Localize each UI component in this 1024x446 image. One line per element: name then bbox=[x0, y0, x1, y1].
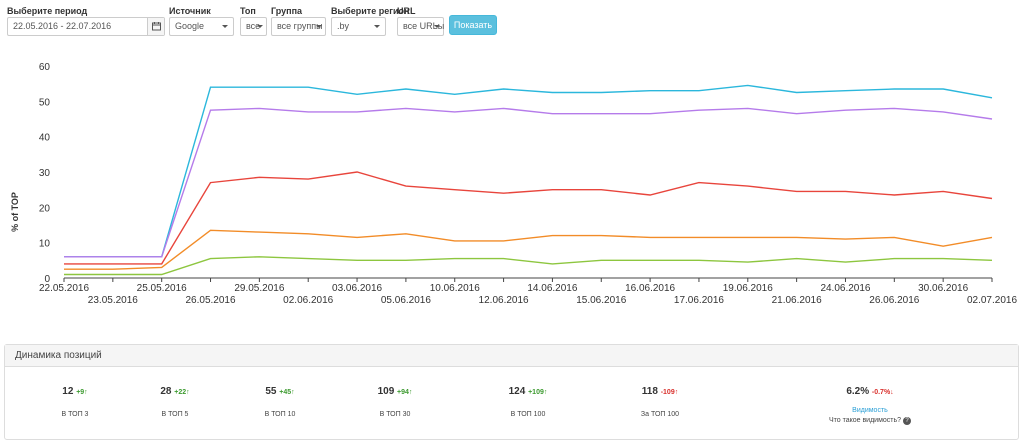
stat-item: 12 +9↑ bbox=[15, 385, 135, 397]
x-tick-label: 15.06.2016 bbox=[576, 295, 626, 306]
x-tick-label: 03.06.2016 bbox=[332, 283, 382, 294]
x-tick-label: 02.07.2016 bbox=[967, 295, 1017, 306]
region-select[interactable]: .by bbox=[331, 17, 386, 36]
x-tick-label: 24.06.2016 bbox=[820, 283, 870, 294]
stat-item: 55 +45↑ bbox=[220, 385, 340, 397]
stat-delta: +109↑ bbox=[528, 389, 548, 396]
x-tick-label: 17.06.2016 bbox=[674, 295, 724, 306]
panel-title: Динамика позиций bbox=[5, 345, 1018, 367]
chevron-down-icon bbox=[222, 25, 228, 28]
chevron-down-icon bbox=[434, 25, 440, 28]
y-axis-label: % of TOP bbox=[10, 192, 20, 232]
region-value: .by bbox=[337, 21, 350, 31]
y-tick-label: 60 bbox=[39, 62, 51, 73]
stat-label: В ТОП 30 bbox=[379, 411, 411, 418]
visibility-question-text: Что такое видимость? bbox=[828, 417, 902, 424]
stat-value: 109 bbox=[377, 386, 398, 397]
question-icon[interactable]: ? bbox=[903, 417, 912, 425]
chevron-down-icon bbox=[257, 25, 263, 28]
x-tick-label: 30.06.2016 bbox=[918, 283, 968, 294]
visibility-question[interactable]: Что такое видимость?? bbox=[810, 417, 930, 425]
x-tick-label: 29.05.2016 bbox=[234, 283, 284, 294]
series-line-3 bbox=[64, 171, 993, 265]
y-tick-label: 0 bbox=[44, 274, 50, 285]
x-tick-label: 21.06.2016 bbox=[772, 295, 822, 306]
stat-value: 12 bbox=[62, 386, 77, 397]
top-label: Топ bbox=[240, 6, 256, 16]
top-value: все bbox=[246, 21, 261, 31]
region-label: Выберите регион bbox=[331, 6, 410, 16]
period-input[interactable]: 22.05.2016 - 22.07.2016 bbox=[7, 17, 165, 36]
series-line-1 bbox=[64, 84, 993, 258]
visibility-link[interactable]: Видимость bbox=[852, 407, 888, 414]
series-line-2 bbox=[64, 107, 993, 258]
stat-item: 109 +94↑ bbox=[335, 385, 455, 397]
stat-item: 124 +109↑ bbox=[468, 385, 588, 397]
x-tick-label: 10.06.2016 bbox=[430, 283, 480, 294]
stat-item: 6.2% -0.7%↓ bbox=[810, 385, 930, 397]
y-axis: 0 10 20 30 40 50 60 bbox=[39, 62, 51, 285]
x-tick-label: 25.05.2016 bbox=[137, 283, 187, 294]
x-tick-label: 02.06.2016 bbox=[283, 295, 333, 306]
x-tick-label: 23.05.2016 bbox=[88, 295, 138, 306]
series-line-4 bbox=[64, 229, 993, 270]
show-button[interactable]: Показать bbox=[449, 15, 497, 35]
stat-delta: -0.7%↓ bbox=[871, 389, 894, 396]
source-label: Источник bbox=[169, 6, 211, 16]
stat-value: 55 bbox=[265, 386, 280, 397]
stat-delta: +22↑ bbox=[174, 389, 190, 396]
stat-value: 124 bbox=[508, 386, 529, 397]
url-label: URL bbox=[397, 6, 416, 16]
x-tick-label: 26.06.2016 bbox=[869, 295, 919, 306]
stat-value: 118 bbox=[641, 386, 661, 397]
stat-delta: +9↑ bbox=[76, 389, 88, 396]
positions-chart: 0 10 20 30 40 50 60 22.05.201623.05.201625.05.… bbox=[10, 62, 1017, 306]
series-lines bbox=[64, 84, 993, 276]
stat-delta: +94↑ bbox=[397, 389, 413, 396]
top-select[interactable]: все bbox=[240, 17, 267, 36]
stat-delta: +45↑ bbox=[279, 389, 295, 396]
x-tick-label: 05.06.2016 bbox=[381, 295, 431, 306]
x-tick-label: 12.06.2016 bbox=[479, 295, 529, 306]
series-line-5 bbox=[64, 256, 993, 276]
period-label: Выберите период bbox=[7, 6, 88, 16]
stat-label: В ТОП 100 bbox=[510, 411, 546, 418]
positions-dynamics-panel: Динамика позиций 12 +9↑ В ТОП 3 28 +22↑ В Т… bbox=[4, 344, 1019, 440]
period-value: 22.05.2016 - 22.07.2016 bbox=[13, 21, 112, 31]
x-tick-label: 26.05.2016 bbox=[185, 295, 235, 306]
x-tick-label: 14.06.2016 bbox=[527, 283, 577, 294]
chevron-down-icon bbox=[316, 25, 322, 28]
filter-bar: Выберите период 22.05.2016 - 22.07.2016 … bbox=[0, 0, 1024, 40]
source-value: Google bbox=[175, 21, 205, 31]
source-select[interactable]: Google bbox=[169, 17, 234, 36]
y-tick-label: 20 bbox=[39, 203, 51, 214]
chevron-down-icon bbox=[374, 25, 380, 28]
x-tick-label: 19.06.2016 bbox=[723, 283, 773, 294]
x-axis: 22.05.201623.05.201625.05.201626.05.2016… bbox=[39, 277, 1017, 306]
stat-label: В ТОП 5 bbox=[161, 411, 189, 418]
calendar-icon[interactable] bbox=[147, 18, 164, 35]
x-tick-label: 22.05.2016 bbox=[39, 283, 89, 294]
stat-value: 28 bbox=[160, 386, 175, 397]
group-select[interactable]: все группы bbox=[271, 17, 326, 36]
stat-label: В ТОП 10 bbox=[264, 411, 296, 418]
y-tick-label: 10 bbox=[39, 239, 51, 250]
stat-value: 6.2% bbox=[846, 386, 872, 397]
stat-item: 118 -109↑ bbox=[600, 385, 720, 397]
url-value: все URLы bbox=[403, 21, 445, 31]
group-label: Группа bbox=[271, 6, 303, 16]
stat-delta: -109↑ bbox=[660, 389, 679, 396]
y-tick-label: 30 bbox=[39, 168, 51, 179]
y-tick-label: 50 bbox=[39, 97, 51, 108]
stat-label: В ТОП 3 bbox=[61, 411, 89, 418]
x-tick-label: 16.06.2016 bbox=[625, 283, 675, 294]
stat-label: За ТОП 100 bbox=[640, 411, 680, 418]
stat-item: 28 +22↑ bbox=[115, 385, 235, 397]
group-value: все группы bbox=[277, 21, 323, 31]
y-tick-label: 40 bbox=[39, 133, 51, 144]
url-select[interactable]: все URLы bbox=[397, 17, 444, 36]
